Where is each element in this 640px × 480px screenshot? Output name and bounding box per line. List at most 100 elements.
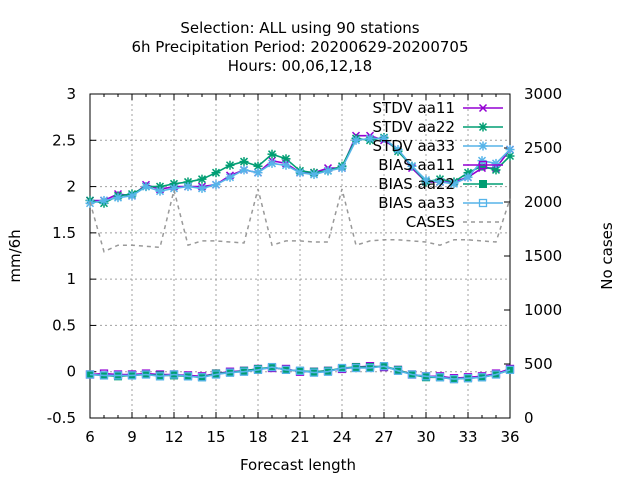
data-point xyxy=(505,145,515,155)
y2-tick-label: 1000 xyxy=(524,301,562,319)
data-point xyxy=(239,165,249,175)
data-point xyxy=(239,367,249,376)
data-point xyxy=(407,370,417,379)
data-point xyxy=(127,191,137,201)
y-axis-label: mm/6h xyxy=(6,229,24,282)
legend-label: STDV aa22 xyxy=(373,118,455,136)
data-point xyxy=(295,168,305,178)
y-tick-label: -0.5 xyxy=(47,409,76,427)
data-point xyxy=(225,172,235,182)
x-tick-label: 30 xyxy=(416,428,435,446)
series-group xyxy=(85,131,515,384)
data-point xyxy=(267,158,277,168)
x-tick-label: 6 xyxy=(85,428,95,446)
x-tick-label: 24 xyxy=(332,428,351,446)
legend-marker xyxy=(478,122,488,132)
legend-label: BIAS aa22 xyxy=(378,175,455,193)
x-tick-label: 21 xyxy=(290,428,309,446)
data-point xyxy=(393,145,403,155)
y2-tick-label: 1500 xyxy=(524,247,562,265)
legend-label: BIAS aa11 xyxy=(378,156,455,174)
chart-title-line: Selection: ALL using 90 stations xyxy=(180,19,419,37)
data-point xyxy=(435,373,445,382)
chart-title-line: Hours: 00,06,12,18 xyxy=(228,57,372,75)
y2-tick-label: 3000 xyxy=(524,85,562,103)
y-tick-label: 2 xyxy=(66,178,76,196)
data-point xyxy=(337,163,347,173)
y-tick-label: 2.5 xyxy=(52,131,76,149)
data-point xyxy=(197,373,207,382)
x-tick-label: 36 xyxy=(500,428,519,446)
data-point xyxy=(211,180,221,190)
legend-marker xyxy=(478,160,488,170)
series-bias-aa33 xyxy=(85,362,515,384)
data-point xyxy=(127,371,137,380)
data-point xyxy=(323,367,333,376)
x-tick-label: 9 xyxy=(127,428,137,446)
x-tick-label: 18 xyxy=(248,428,267,446)
y2-tick-label: 2500 xyxy=(524,139,562,157)
x-tick-label: 33 xyxy=(458,428,477,446)
data-point xyxy=(197,183,207,193)
data-point xyxy=(477,156,487,166)
y-tick-label: 3 xyxy=(66,85,76,103)
legend-marker xyxy=(479,180,487,188)
data-point xyxy=(309,170,319,180)
data-point xyxy=(323,166,333,176)
data-point xyxy=(505,365,515,375)
data-point xyxy=(407,161,417,171)
data-point xyxy=(491,370,501,379)
data-point xyxy=(99,371,109,380)
data-point xyxy=(435,177,445,187)
y2-tick-label: 500 xyxy=(524,355,553,373)
y-tick-label: 1 xyxy=(66,270,76,288)
ticks xyxy=(89,93,511,419)
data-point xyxy=(225,160,235,170)
x-tick-label: 12 xyxy=(164,428,183,446)
data-point xyxy=(337,363,347,373)
legend-marker-b xyxy=(478,103,488,113)
data-point xyxy=(477,373,487,382)
data-point xyxy=(183,182,193,192)
data-point xyxy=(267,149,277,159)
data-point xyxy=(421,175,431,185)
data-point xyxy=(113,193,123,203)
x-axis-label: Forecast length xyxy=(240,456,356,474)
data-point xyxy=(421,372,431,381)
data-point xyxy=(267,362,277,372)
x-tick-label: 15 xyxy=(206,428,225,446)
legend-marker xyxy=(478,141,488,151)
data-point xyxy=(253,365,263,375)
data-point xyxy=(393,366,403,375)
series-line xyxy=(89,188,511,253)
legend-label: CASES xyxy=(406,213,455,231)
data-point xyxy=(379,362,389,371)
data-point xyxy=(506,365,514,374)
data-point xyxy=(281,365,291,375)
data-point xyxy=(491,158,501,168)
data-point xyxy=(365,133,375,143)
data-point xyxy=(281,160,291,170)
data-point xyxy=(379,133,389,143)
data-point xyxy=(225,368,235,377)
x-tick-label: 27 xyxy=(374,428,393,446)
data-point xyxy=(169,370,179,379)
data-point xyxy=(449,179,459,189)
y-tick-label: 0.5 xyxy=(52,316,76,334)
data-point xyxy=(211,370,221,379)
chart-title-line: 6h Precipitation Period: 20200629-202007… xyxy=(131,38,468,56)
data-point xyxy=(463,374,473,383)
data-point xyxy=(309,368,319,377)
series-cases xyxy=(89,188,511,253)
data-point xyxy=(197,174,207,184)
series-line xyxy=(89,365,511,380)
legend-marker xyxy=(478,103,488,113)
data-point xyxy=(113,371,123,380)
data-point xyxy=(183,372,193,381)
data-point xyxy=(449,374,459,384)
data-point xyxy=(253,168,263,178)
data-point xyxy=(141,182,151,192)
